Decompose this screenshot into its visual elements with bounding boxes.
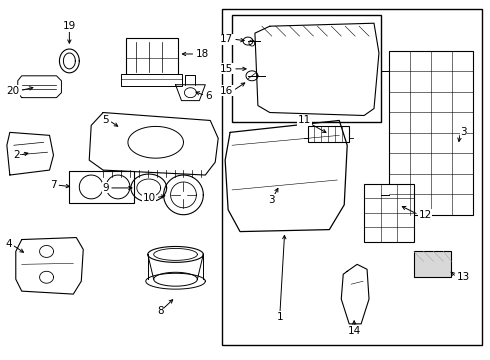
Text: 14: 14 (347, 326, 361, 336)
Bar (148, 255, 203, 279)
Bar (414, 251, 451, 277)
Text: 18: 18 (196, 49, 209, 59)
Bar (121, 74, 182, 86)
Text: 17: 17 (220, 34, 233, 44)
Text: 3: 3 (460, 127, 467, 138)
Bar (126, 38, 177, 76)
Bar (308, 126, 349, 142)
Text: 1: 1 (276, 312, 283, 322)
Text: 13: 13 (456, 272, 469, 282)
Text: 3: 3 (269, 195, 275, 205)
Text: 20: 20 (7, 86, 20, 96)
Bar (232, 15, 381, 122)
Text: 4: 4 (5, 239, 12, 249)
Text: 11: 11 (298, 116, 311, 126)
Text: 16: 16 (220, 86, 233, 96)
Text: 6: 6 (205, 91, 212, 101)
Bar (364, 184, 414, 242)
Text: 5: 5 (102, 116, 109, 126)
Bar (70, 171, 134, 203)
Text: 9: 9 (102, 183, 109, 193)
Text: 12: 12 (418, 210, 432, 220)
Text: 19: 19 (63, 21, 76, 31)
Text: 2: 2 (13, 150, 20, 160)
Text: 15: 15 (220, 64, 233, 74)
Text: 7: 7 (50, 180, 56, 190)
Bar (389, 51, 473, 215)
Text: 8: 8 (157, 306, 164, 316)
Text: 10: 10 (143, 193, 156, 203)
Bar (222, 9, 482, 345)
